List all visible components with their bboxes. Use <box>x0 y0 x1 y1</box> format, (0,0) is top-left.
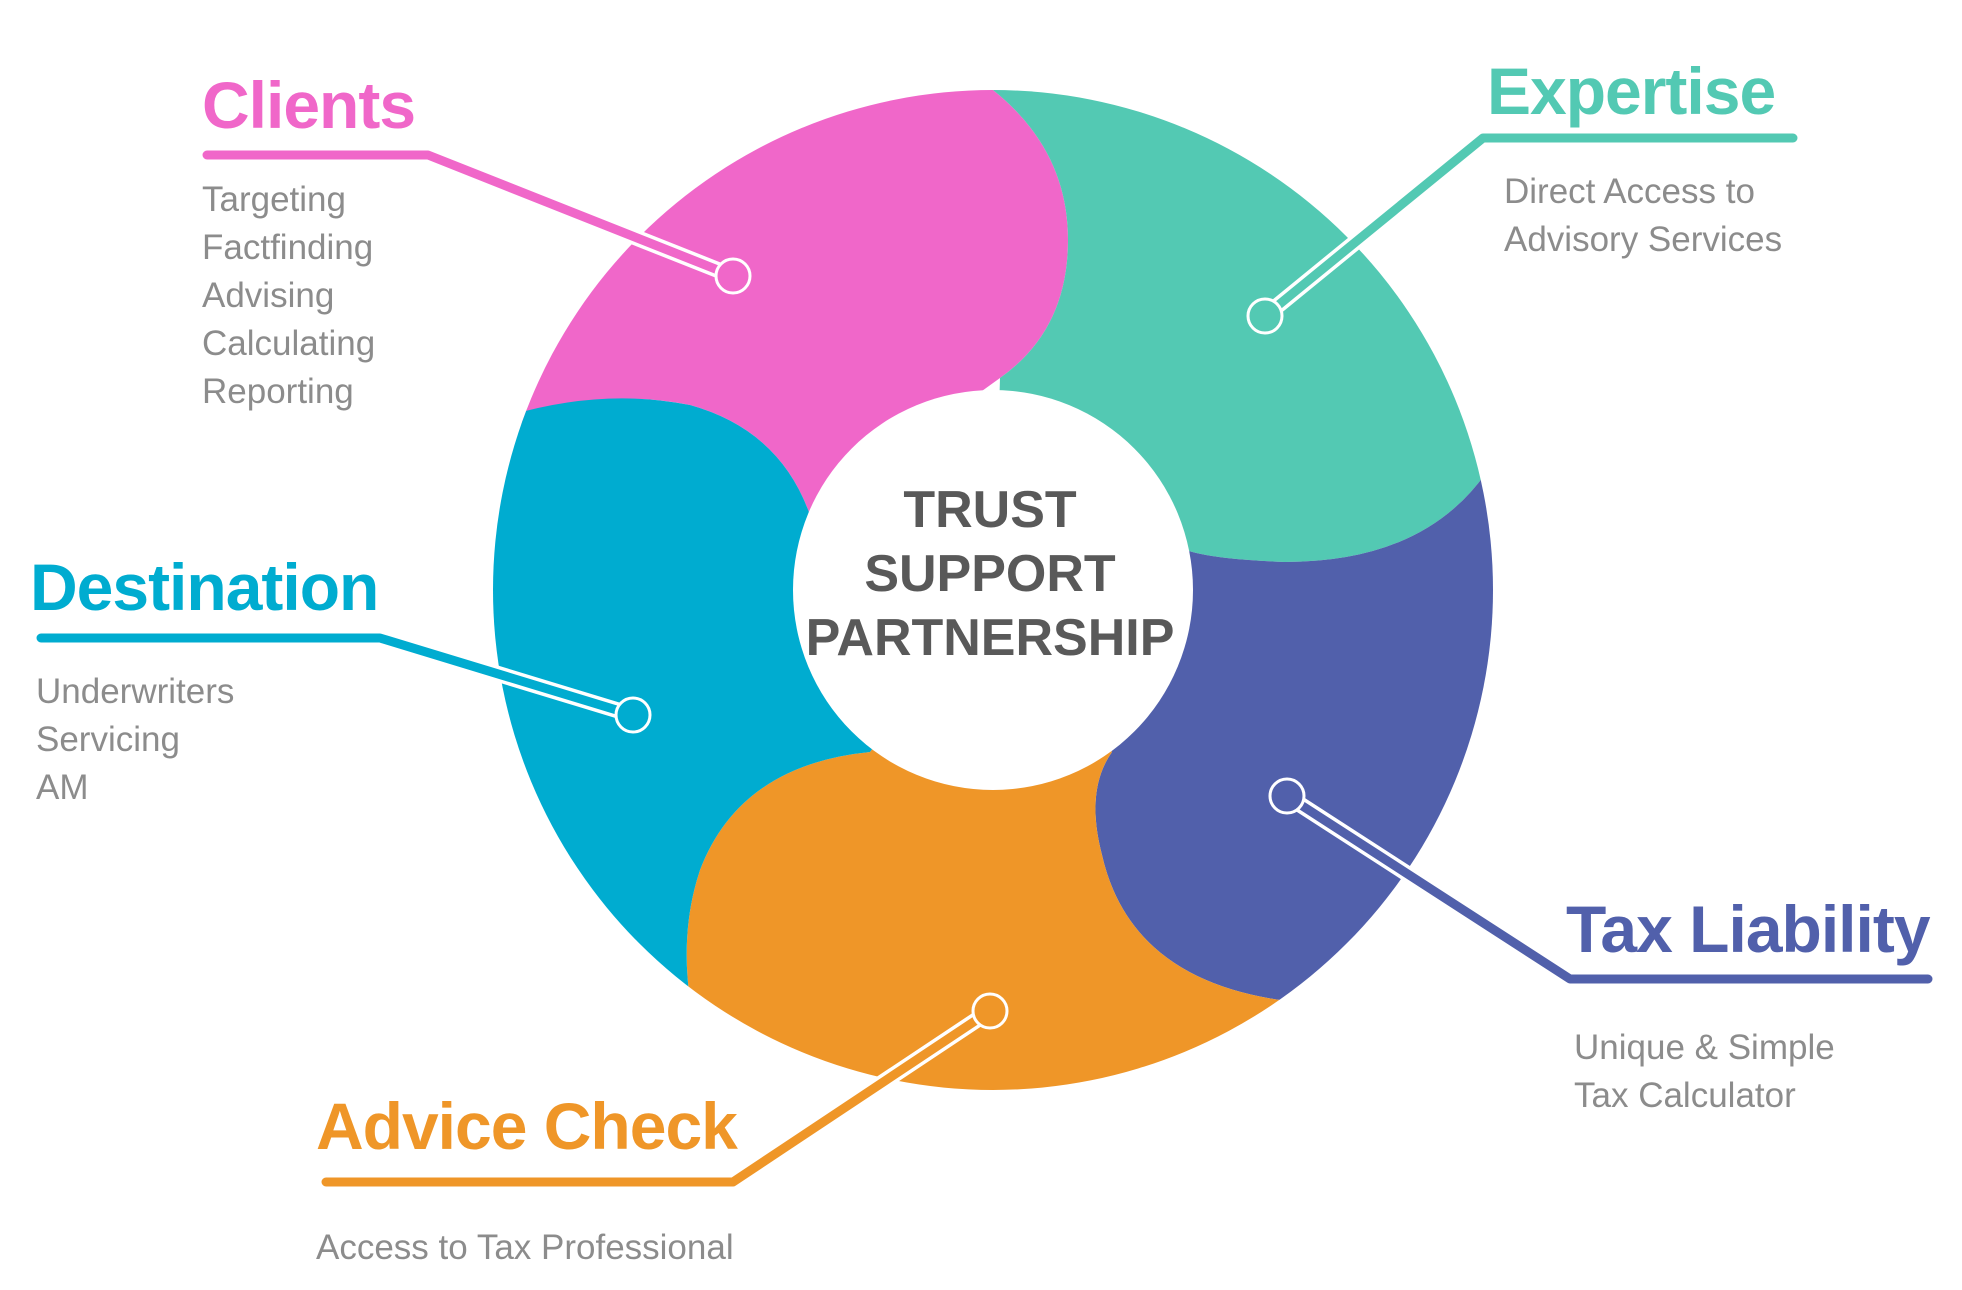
destination-item: Underwriters <box>36 672 235 711</box>
advice-check-item: Access to Tax Professional <box>316 1228 734 1267</box>
clients-item: Factfinding <box>202 228 374 267</box>
clients-description: Targeting Factfinding Advising Calculati… <box>202 176 375 416</box>
destination-description: Underwriters Servicing AM <box>36 668 234 812</box>
leader-advice-check <box>318 992 1009 1190</box>
center-line-2: SUPPORT <box>864 545 1116 603</box>
expertise-title: Expertise <box>1487 54 1776 128</box>
leader-destination <box>33 630 652 734</box>
center-hub <box>793 390 1193 790</box>
tax-liability-description: Unique & Simple Tax Calculator <box>1574 1024 1835 1120</box>
destination-item: AM <box>36 768 89 807</box>
advice-check-title: Advice Check <box>316 1089 738 1163</box>
expertise-item: Direct Access to <box>1504 172 1755 211</box>
tax-liability-title: Tax Liability <box>1566 892 1931 966</box>
advice-check-description: Access to Tax Professional <box>316 1224 734 1272</box>
tax-liability-item: Unique & Simple <box>1574 1028 1835 1067</box>
leader-expertise <box>1246 130 1801 335</box>
clients-item: Advising <box>202 276 335 315</box>
center-label: TRUST SUPPORT PARTNERSHIP <box>790 478 1190 670</box>
center-line-1: TRUST <box>903 481 1077 539</box>
expertise-item: Advisory Services <box>1504 220 1783 259</box>
leader-lines <box>33 130 1936 1190</box>
destination-item: Servicing <box>36 720 180 759</box>
leader-clients <box>199 147 752 295</box>
center-line-3: PARTNERSHIP <box>805 609 1175 667</box>
destination-title: Destination <box>30 550 379 624</box>
expertise-description: Direct Access to Advisory Services <box>1504 168 1782 264</box>
clients-item: Calculating <box>202 324 376 363</box>
segment-advice-check <box>686 590 1280 1090</box>
tax-liability-item: Tax Calculator <box>1574 1076 1796 1115</box>
clients-item: Reporting <box>202 372 354 411</box>
clients-title: Clients <box>202 68 416 142</box>
clients-item: Targeting <box>202 180 346 219</box>
leader-tax-liability <box>1268 777 1936 987</box>
